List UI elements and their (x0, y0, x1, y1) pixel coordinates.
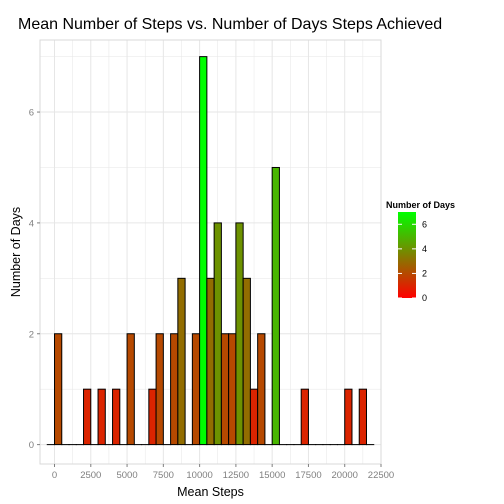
histogram-bar (358, 388, 367, 446)
legend-label: 6 (422, 219, 427, 229)
histogram-bar (199, 56, 208, 446)
x-axis-ticks: 0 2500 5000 7500 10000 12500 15000 17500 20000 22… (52, 464, 394, 481)
x-tick-label: 2500 (80, 470, 101, 481)
y-tick-label: 2 (29, 329, 34, 340)
histogram-bar (300, 388, 309, 446)
histogram-bar (220, 333, 230, 446)
histogram-bar (191, 333, 201, 446)
legend-label: 4 (422, 244, 427, 254)
plot-panel (39, 39, 382, 465)
bars (46, 56, 375, 446)
histogram-bar (249, 388, 259, 446)
histogram-bar (177, 277, 186, 446)
x-tick-label: 7500 (153, 470, 174, 481)
x-tick-label: 10000 (186, 470, 212, 481)
x-axis-title: Mean Steps (177, 485, 244, 499)
x-tick-label: 0 (52, 470, 57, 481)
legend-label: 0 (422, 293, 427, 303)
histogram-bar (228, 333, 237, 446)
histogram-bar (271, 166, 280, 446)
legend: Number of Days 6 4 2 0 (386, 200, 455, 303)
histogram-bar (83, 388, 92, 446)
histogram-bar (213, 222, 222, 446)
histogram-bar (126, 333, 135, 446)
histogram-bar (170, 333, 179, 446)
histogram-bar (257, 333, 266, 446)
legend-colorbar (398, 212, 416, 298)
x-tick-label: 20000 (332, 470, 358, 481)
histogram-bar (148, 388, 157, 446)
y-axis-ticks: 0 2 4 6 (29, 108, 40, 451)
x-tick-label: 17500 (295, 470, 321, 481)
y-tick-label: 4 (29, 218, 34, 229)
x-tick-label: 15000 (259, 470, 285, 481)
x-tick-label: 12500 (223, 470, 249, 481)
y-tick-label: 0 (29, 440, 34, 451)
histogram-bar (242, 277, 251, 446)
legend-ticks: 6 4 2 0 (398, 219, 427, 303)
histogram-bar (54, 333, 63, 446)
y-tick-label: 6 (29, 108, 34, 119)
legend-label: 2 (422, 268, 427, 278)
panel-border (39, 39, 382, 465)
x-tick-label: 22500 (368, 470, 394, 481)
y-axis-title: Number of Days (9, 207, 23, 297)
legend-title: Number of Days (386, 200, 455, 210)
x-tick-label: 5000 (116, 470, 137, 481)
histogram-bar (155, 333, 164, 446)
histogram-bar (97, 388, 106, 446)
histogram-bar (235, 222, 244, 446)
histogram-bar (344, 388, 353, 446)
chart-title: Mean Number of Steps vs. Number of Days … (18, 16, 442, 33)
histogram-bar (112, 388, 121, 446)
histogram-bar (206, 277, 215, 446)
